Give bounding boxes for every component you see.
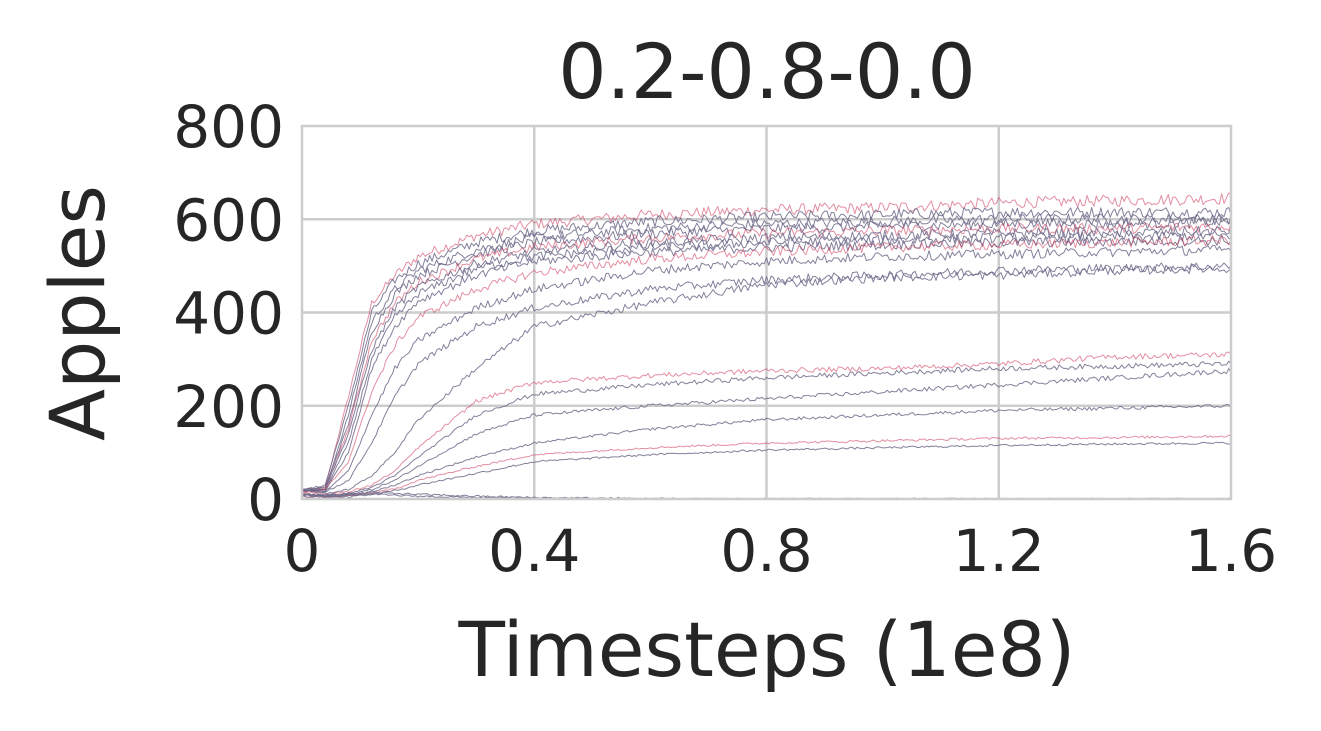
series-line: [302, 206, 1231, 492]
chart-title: 0.2-0.8-0.0: [558, 27, 975, 116]
x-tick-label: 0.4: [488, 517, 580, 585]
x-tick-label: 1.6: [1185, 517, 1277, 585]
y-tick-label: 800: [173, 93, 284, 161]
series-line: [302, 441, 1231, 499]
series-line: [302, 264, 1231, 495]
series-line: [302, 434, 1231, 499]
series-line: [302, 213, 1231, 491]
series-line: [302, 351, 1231, 496]
series-line: [302, 404, 1231, 498]
y-axis-label: Apples: [33, 185, 122, 441]
series-line: [302, 230, 1231, 492]
series-line: [302, 235, 1231, 493]
x-axis-label: Timesteps (1e8): [458, 605, 1076, 694]
grid: [302, 126, 1231, 499]
series-line: [302, 235, 1231, 492]
series-line: [302, 225, 1231, 491]
x-tick-labels: 0 0.4 0.8 1.2 1.6: [284, 517, 1278, 585]
plot-frame: [300, 124, 1233, 501]
y-tick-label: 0: [247, 466, 284, 534]
x-tick-label: 0: [284, 517, 321, 585]
x-tick-label: 0.8: [720, 517, 812, 585]
y-tick-label: 600: [173, 186, 284, 254]
series-line: [302, 221, 1231, 493]
x-tick-label: 1.2: [953, 517, 1045, 585]
series-line: [302, 244, 1231, 493]
series-line: [302, 360, 1231, 497]
y-tick-labels: 0 200 400 600 800: [173, 93, 284, 534]
series-line: [302, 192, 1231, 491]
y-tick-label: 200: [173, 373, 284, 441]
series-line: [302, 368, 1231, 498]
y-tick-label: 400: [173, 280, 284, 348]
